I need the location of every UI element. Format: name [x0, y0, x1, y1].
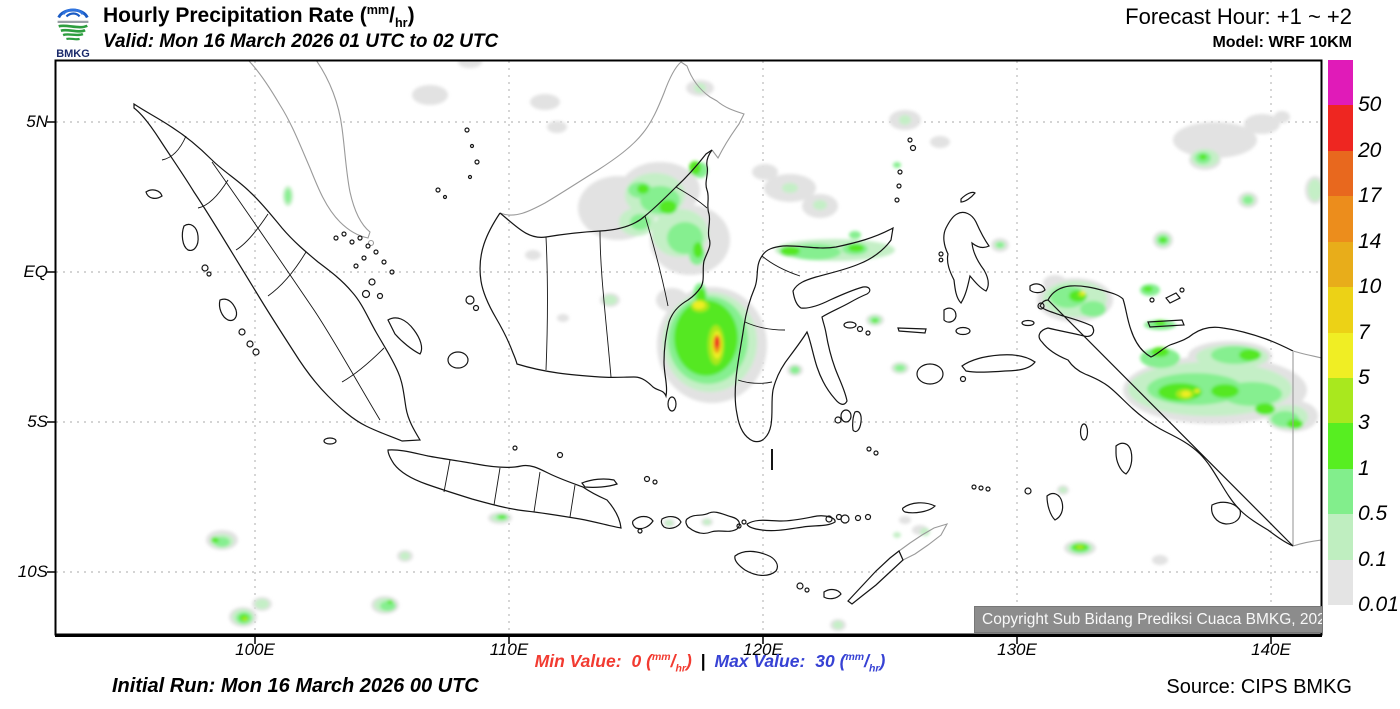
lon-tick-label: 120E: [743, 640, 783, 659]
precipitation-shading: [206, 61, 1321, 631]
initial-run-label: Initial Run: Mon 16 March 2026 00 UTC: [112, 675, 479, 697]
colorbar-label: 14: [1358, 229, 1382, 253]
bmkg-logo-icon: [57, 8, 89, 41]
forecast-hour-label: Forecast Hour: +1 ~ +2: [1125, 4, 1352, 29]
colorbar-label: 17: [1358, 184, 1382, 208]
colorbar-label: 7: [1358, 320, 1370, 344]
axis-tick-marks: [47, 121, 1272, 644]
colorbar-segment: [1328, 196, 1353, 242]
colorbar-segment: [1328, 241, 1353, 288]
colorbar-segment: [1328, 514, 1353, 560]
max-value-text: Max Value: 30 (mm/hr): [714, 651, 886, 675]
foreign-coastlines: [248, 61, 1321, 561]
lon-tick-label: 130E: [997, 640, 1037, 659]
colorbar-label: 1: [1358, 456, 1370, 480]
min-max-separator: |: [700, 651, 706, 671]
colorbar-segment: [1328, 423, 1353, 469]
colorbar-label: 20: [1358, 138, 1382, 162]
lon-tick-label: 100E: [235, 640, 275, 659]
colorbar-segment: [1328, 150, 1353, 197]
colorbar-label: 5: [1358, 365, 1370, 389]
min-value-text: Min Value: 0 (mm/hr): [534, 651, 692, 675]
colorbar-segment: [1328, 559, 1353, 606]
page-title: Hourly Precipitation Rate (mm/hr): [103, 3, 415, 31]
colorbar-label: 50: [1358, 93, 1382, 117]
source-label: Source: CIPS BMKG: [1166, 676, 1352, 698]
colorbar-segment: [1328, 60, 1353, 106]
lat-tick-label: 5S: [27, 412, 48, 431]
colorbar-label: 3: [1358, 411, 1370, 435]
lat-tick-label: EQ: [23, 262, 48, 281]
min-max-values: Min Value: 0 (mm/hr) | Max Value: 30 (mm/h…: [400, 651, 1020, 675]
copyright-badge: Copyright Sub Bidang Prediksi Cuaca BMKG…: [974, 606, 1323, 633]
colorbar-label: 0.01: [1358, 593, 1399, 616]
precipitation-colorbar: [1328, 60, 1353, 606]
graticule-gridlines: [56, 61, 1321, 634]
model-label: Model: WRF 10KM: [1212, 34, 1352, 51]
valid-time-label: Valid: Mon 16 March 2026 01 UTC to 02 UT…: [103, 31, 499, 52]
colorbar-label: 0.5: [1358, 502, 1388, 526]
bmkg-logo: BMKG: [44, 1, 102, 60]
lon-tick-label: 110E: [489, 640, 529, 659]
bmkg-logo-text: BMKG: [56, 48, 90, 60]
colorbar-segment: [1328, 332, 1353, 378]
lat-tick-label: 10S: [17, 562, 48, 581]
colorbar-segment: [1328, 468, 1353, 515]
lon-tick-label: 140E: [1251, 640, 1291, 659]
colorbar-scale-labels: 50 20 17 14 10 7 5 3 1 0.5 0.1 0.01: [1358, 60, 1400, 616]
colorbar-label: 0.1: [1358, 547, 1388, 571]
lat-tick-label: 5N: [26, 112, 48, 131]
colorbar-segment: [1328, 377, 1353, 424]
colorbar-segment: [1328, 105, 1353, 151]
colorbar-label: 10: [1358, 275, 1382, 299]
colorbar-segment: [1328, 287, 1353, 333]
indonesia-coastlines: [133, 102, 1294, 605]
